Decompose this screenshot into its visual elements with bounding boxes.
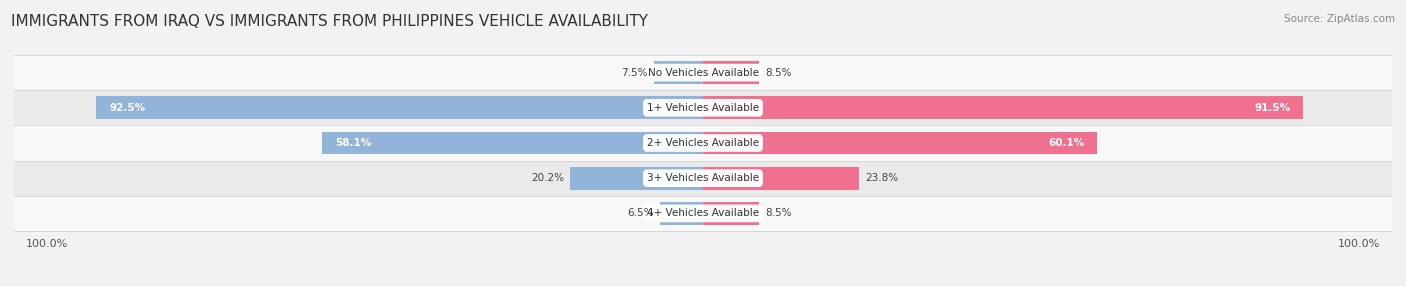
Text: 8.5%: 8.5% [765, 67, 792, 78]
Bar [322, 132, 703, 154]
Text: 1+ Vehicles Available: 1+ Vehicles Available [647, 103, 759, 113]
Text: IMMIGRANTS FROM IRAQ VS IMMIGRANTS FROM PHILIPPINES VEHICLE AVAILABILITY: IMMIGRANTS FROM IRAQ VS IMMIGRANTS FROM … [11, 14, 648, 29]
Bar [14, 125, 1392, 161]
Text: 58.1%: 58.1% [335, 138, 371, 148]
Bar [14, 161, 1392, 196]
Bar [14, 55, 1392, 90]
Bar [661, 202, 703, 225]
Bar [703, 61, 759, 84]
Bar [703, 167, 859, 190]
Text: 8.5%: 8.5% [765, 208, 792, 219]
Text: 92.5%: 92.5% [110, 103, 145, 113]
Bar [14, 196, 1392, 231]
Text: 3+ Vehicles Available: 3+ Vehicles Available [647, 173, 759, 183]
Text: 6.5%: 6.5% [627, 208, 654, 219]
Text: 60.1%: 60.1% [1047, 138, 1084, 148]
Bar [571, 167, 703, 190]
Text: 20.2%: 20.2% [531, 173, 564, 183]
Text: 23.8%: 23.8% [866, 173, 898, 183]
Bar [654, 61, 703, 84]
Text: 91.5%: 91.5% [1254, 103, 1291, 113]
Text: No Vehicles Available: No Vehicles Available [648, 67, 758, 78]
Bar [14, 90, 1392, 125]
Bar [703, 132, 1097, 154]
Text: 7.5%: 7.5% [620, 67, 647, 78]
Bar [96, 96, 703, 119]
Text: 4+ Vehicles Available: 4+ Vehicles Available [647, 208, 759, 219]
Text: Source: ZipAtlas.com: Source: ZipAtlas.com [1284, 14, 1395, 24]
Bar [703, 202, 759, 225]
Text: 2+ Vehicles Available: 2+ Vehicles Available [647, 138, 759, 148]
Bar [703, 96, 1303, 119]
